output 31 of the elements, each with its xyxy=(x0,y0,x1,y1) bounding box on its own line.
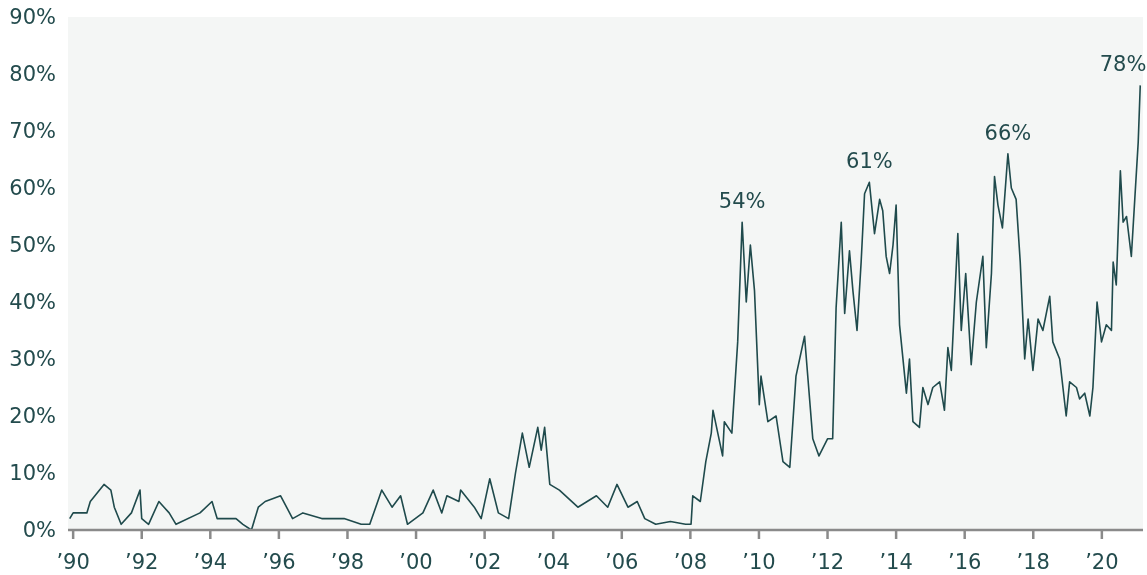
x-tick-label: ’98 xyxy=(330,550,365,574)
x-tick-label: ’14 xyxy=(879,550,913,574)
y-tick-label: 90% xyxy=(9,5,56,30)
y-tick-label: 10% xyxy=(9,461,56,486)
y-tick-label: 70% xyxy=(9,119,56,144)
y-tick-label: 50% xyxy=(9,233,56,258)
annotation: 78% xyxy=(1099,52,1147,77)
x-tick-label: ’20 xyxy=(1085,550,1119,574)
line-series xyxy=(68,84,1142,531)
y-tick-label: 60% xyxy=(9,176,56,201)
x-tick-label: ’02 xyxy=(467,550,502,574)
y-tick-label: 80% xyxy=(9,62,56,87)
x-tick-label: ’90 xyxy=(56,550,90,574)
y-tick-label: 30% xyxy=(9,347,56,372)
annotation: 66% xyxy=(984,120,1032,145)
y-tick-label: 40% xyxy=(9,290,56,315)
annotation: 54% xyxy=(718,189,766,214)
x-tick-label: ’94 xyxy=(193,550,228,574)
x-tick-label: ’96 xyxy=(262,550,296,574)
x-tick-label: ’18 xyxy=(1016,550,1050,574)
x-tick-label: ’92 xyxy=(125,550,159,574)
x-tick-label: ’06 xyxy=(605,550,639,574)
x-tick-label: ’10 xyxy=(742,550,776,574)
x-tick-label: ’16 xyxy=(947,550,982,574)
x-tick-label: ’04 xyxy=(536,550,570,574)
y-tick-label: 0% xyxy=(22,518,56,543)
x-tick-label: ’08 xyxy=(673,550,708,574)
annotation: 61% xyxy=(846,149,893,174)
x-tick-label: ’12 xyxy=(810,550,845,574)
x-tick-label: ’00 xyxy=(399,550,433,574)
y-tick-label: 20% xyxy=(9,404,56,429)
